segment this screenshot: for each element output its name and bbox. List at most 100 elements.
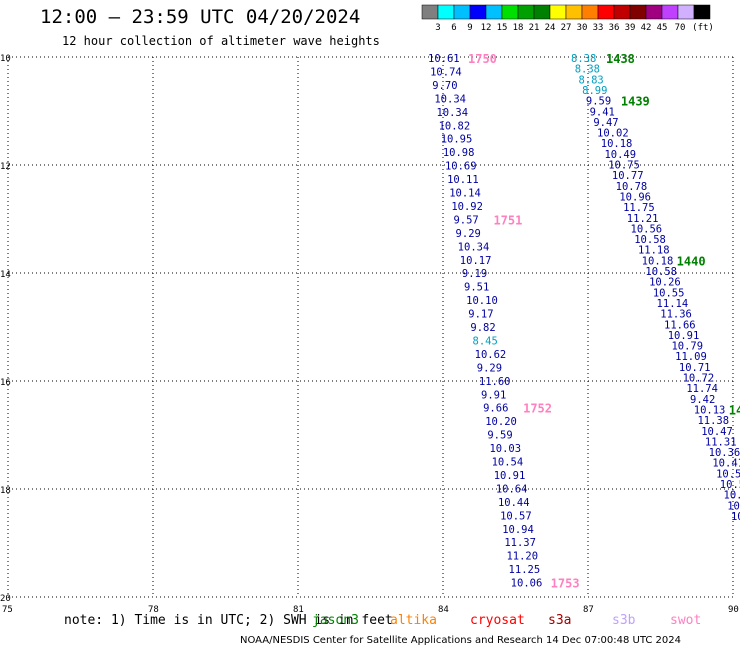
wave-height-value: 9.66 [483,403,508,415]
wave-height-value: 10.69 [445,161,477,173]
latitude-label: 10 [0,54,11,64]
map-subtitle: 12 hour collection of altimeter wave hei… [62,34,380,48]
track-2: 8.388.388.838.999.599.419.4710.0210.1810… [571,52,740,523]
wave-height-value: 9.70 [432,80,457,92]
colorbar-tick: 27 [561,23,572,33]
colorbar-tick: 18 [513,23,524,33]
wave-height-value: 10.41 [712,458,740,470]
colorbar-swatch [565,4,583,20]
colorbar-swatch [597,4,615,20]
colorbar-tick: 6 [451,23,456,33]
wave-height-value: 10.34 [434,93,466,105]
colorbar-swatch [485,4,503,20]
colorbar-tick: 33 [593,23,604,33]
map-title: 12:00 — 23:59 UTC 04/20/2024 [40,6,361,28]
wave-height-value: 10.56 [631,223,663,235]
wave-height-value: 10.64 [496,483,528,495]
wave-height-value: 10.57 [500,510,532,522]
wave-height-value: 10.34 [458,241,490,253]
wave-height-value: 10.91 [668,330,700,342]
colorbar-unit: (ft) [692,23,714,33]
time-label: 1439 [621,95,650,109]
wave-height-value: 9.42 [690,394,715,406]
wave-height-value: 11.18 [638,245,670,257]
wave-height-value: 11.14 [657,298,689,310]
colorbar-swatch [549,4,567,20]
wave-height-value: 10.94 [502,524,534,536]
colorbar-tick: 42 [641,23,652,33]
note-text: note: 1) Time is in UTC; 2) SWH is in fe… [64,613,393,628]
time-label: 1750 [468,52,497,66]
wave-height-value: 10.58 [634,234,666,246]
satellite-swot: swot [670,613,702,628]
longitude-label: 81 [293,605,304,615]
colorbar-tick: 39 [625,23,636,33]
altimeter-tracks: 10.6110.749.7010.3410.3410.8210.9510.981… [428,52,740,591]
colorbar-tick: 9 [467,23,472,33]
wave-height-value: 11.60 [479,376,511,388]
wave-height-value: 10.58 [645,266,677,278]
time-label: 1752 [523,402,552,416]
wave-height-value: 10.26 [649,277,681,289]
longitude-label: 90 [728,605,739,615]
wave-height-value: 10.54 [492,457,524,469]
wave-height-value: 9.29 [477,362,502,374]
colorbar-tick: 12 [481,23,492,33]
satellite-jason3: jason3 [312,613,359,628]
colorbar-swatch [533,4,551,20]
colorbar-tick: 30 [577,23,588,33]
wave-height-value: 10.3 [724,490,740,502]
wave-height-value: 10.78 [616,181,648,193]
time-label: 1753 [551,577,580,591]
wave-height-value: 11.75 [623,202,655,214]
wave-height-value: 11.20 [506,551,538,563]
latitude-label: 18 [0,486,11,496]
wave-height-value: 11.37 [504,537,536,549]
wave-height-value: 10.18 [642,255,674,267]
satellite-s3b: s3b [612,613,636,628]
wave-height-value: 10.11 [447,174,479,186]
wave-height-value: 9.47 [593,117,618,129]
wave-height-value: 10.61 [428,53,460,65]
colorbar-swatch [469,4,487,20]
latitude-label: 14 [0,270,11,280]
wave-height-value: 11.74 [686,383,718,395]
wave-height-value: 10.17 [460,255,492,267]
wave-height-value: 11.21 [627,213,659,225]
latitude-label: 20 [0,594,11,604]
latitude-label: 16 [0,378,11,388]
longitude-label: 87 [583,605,594,615]
wave-height-value: 9.51 [464,282,489,294]
satellite-altika: altika [390,613,437,628]
wave-height-value: 10.55 [653,287,685,299]
time-label: 14 [729,403,740,417]
colorbar-tick: 24 [545,23,556,33]
wave-height-value: 10.53 [716,468,740,480]
wave-height-value: 10.44 [498,497,530,509]
wave-height-value: 10.10 [466,295,498,307]
wave-height-value: 10.75 [608,160,640,172]
wave-height-value: 10.95 [441,134,473,146]
wave-height-value: 10.36 [709,447,740,459]
wave-height-value: 10.02 [597,128,629,140]
footer-credit: NOAA/NESDIS Center for Satellite Applica… [240,635,682,646]
colorbar-swatch [421,4,439,20]
wave-height-value: 10.20 [485,416,517,428]
wave-height-value: 10.79 [671,341,703,353]
wave-height-value: 10.71 [679,362,711,374]
longitude-label: 84 [438,605,449,615]
longitude-label: 75 [2,605,13,615]
wave-height-value: 11.09 [675,351,707,363]
wave-height-value: 9.59 [586,96,611,108]
colorbar-tick: 70 [675,23,686,33]
wave-height-value: 10.62 [475,349,507,361]
wave-height-value: 9.29 [456,228,481,240]
colorbar-swatch [517,4,535,20]
wave-height-value: 10.06 [511,578,543,590]
wave-height-value: 8.83 [578,74,603,86]
wave-height-value: 11.36 [660,309,692,321]
colorbar-swatch [437,4,455,20]
wave-height-value: 9.19 [462,268,487,280]
